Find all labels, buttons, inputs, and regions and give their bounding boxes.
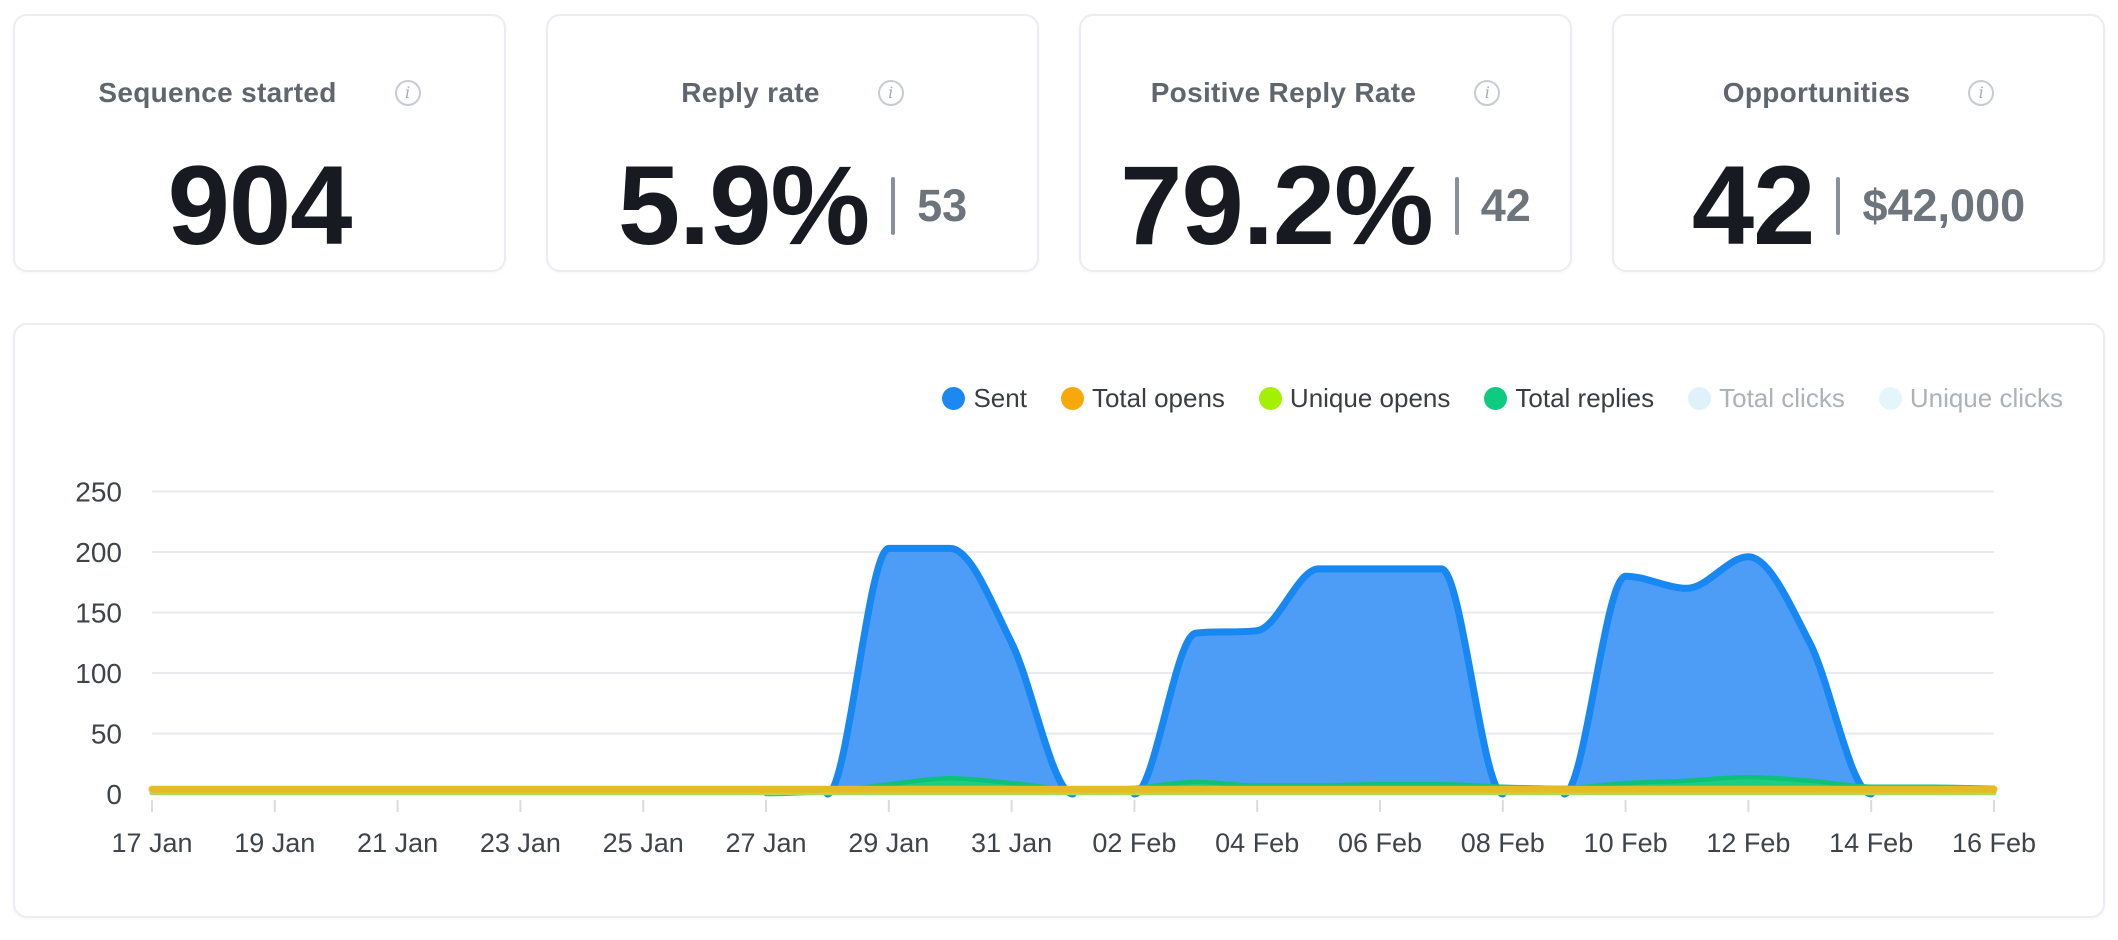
series-line-sent: [1130, 565, 1507, 798]
stat-card-values: 5.9% 53: [548, 150, 1037, 262]
legend-item-unique-opens[interactable]: Unique opens: [1258, 383, 1451, 414]
y-axis-label: 0: [106, 779, 122, 810]
x-axis-label: 27 Jan: [725, 828, 806, 858]
value-separator: [1836, 177, 1841, 235]
legend-item-sent[interactable]: Sent: [942, 383, 1027, 414]
info-icon[interactable]: i: [394, 80, 421, 106]
legend-dot: [942, 387, 966, 410]
legend-item-unique-clicks[interactable]: Unique clicks: [1878, 383, 2063, 414]
stat-secondary-value: 53: [917, 180, 968, 231]
stat-secondary-value: 42: [1480, 180, 1531, 231]
stat-card-opportunities: Opportunities i 42 $42,000: [1612, 14, 2105, 272]
info-icon[interactable]: i: [877, 80, 904, 106]
legend-label: Unique opens: [1289, 383, 1451, 413]
x-axis-label: 14 Feb: [1829, 828, 1913, 858]
stat-card-title: Sequence started: [98, 77, 337, 108]
x-axis-label: 16 Feb: [1952, 828, 2036, 858]
stat-card-title: Positive Reply Rate: [1150, 77, 1417, 108]
x-axis-label: 02 Feb: [1092, 828, 1176, 858]
series-line-total-replies: [763, 774, 1997, 797]
stat-secondary-value: $42,000: [1862, 180, 2026, 231]
y-axis-label: 100: [75, 658, 122, 689]
x-axis-label: 10 Feb: [1584, 828, 1668, 858]
legend-label: Total replies: [1515, 383, 1655, 413]
stats-row: Sequence started i 904 Reply rate i 5.9%…: [0, 0, 2118, 272]
stat-card-header: Sequence started i: [15, 76, 504, 110]
stat-card-values: 42 $42,000: [1614, 150, 2103, 262]
value-separator: [1454, 177, 1459, 235]
stat-card-header: Reply rate i: [548, 76, 1037, 110]
x-axis-label: 04 Feb: [1215, 828, 1299, 858]
y-axis-label: 200: [75, 537, 122, 568]
legend-label: Total clicks: [1719, 383, 1845, 413]
x-axis-label: 21 Jan: [357, 828, 438, 858]
stat-card-values: 79.2% 42: [1081, 150, 1570, 262]
stat-main-value: 79.2%: [1120, 143, 1434, 268]
legend-label: Unique clicks: [1909, 383, 2063, 413]
series-line-sent: [823, 544, 1077, 798]
x-axis-label: 25 Jan: [603, 828, 684, 858]
legend-label: Sent: [973, 383, 1027, 413]
x-axis-label: 19 Jan: [234, 828, 315, 858]
series-area-sent: [152, 548, 1994, 794]
info-icon[interactable]: i: [1968, 80, 1995, 106]
x-axis-label: 17 Jan: [111, 828, 192, 858]
y-axis-label: 50: [91, 719, 122, 750]
stat-card-sequence-started: Sequence started i 904: [13, 14, 506, 272]
stat-card-header: Opportunities i: [1614, 76, 2103, 110]
legend-item-total-replies[interactable]: Total replies: [1484, 383, 1654, 414]
legend-dot: [1878, 387, 1902, 410]
chart-card: Sent Total opens Unique opens Total replies…: [13, 323, 2105, 918]
x-axis-label: 06 Feb: [1338, 828, 1422, 858]
stat-card-positive-reply-rate: Positive Reply Rate i 79.2% 42: [1079, 14, 1572, 272]
x-axis-label: 29 Jan: [848, 828, 929, 858]
y-axis-label: 150: [75, 598, 122, 629]
x-axis-label: 23 Jan: [480, 828, 561, 858]
stat-card-title: Opportunities: [1722, 77, 1911, 108]
series-line-sent: [1560, 553, 1875, 798]
x-axis-label: 12 Feb: [1706, 828, 1790, 858]
stat-main-value: 904: [167, 143, 353, 268]
stat-main-value: 42: [1691, 143, 1816, 268]
area-chart[interactable]: 0 50 100 150 200 250 17 Jan 19 Jan 21 Jan 23 Jan 2…: [15, 455, 2107, 920]
x-axis-label: 08 Feb: [1461, 828, 1545, 858]
x-axis-label: 31 Jan: [971, 828, 1052, 858]
legend-dot: [1484, 387, 1508, 410]
stat-card-values: 904: [15, 150, 504, 262]
y-axis-label: 250: [75, 477, 122, 508]
value-separator: [891, 177, 896, 235]
info-icon[interactable]: i: [1474, 80, 1501, 106]
stat-card-reply-rate: Reply rate i 5.9% 53: [546, 14, 1039, 272]
legend-item-total-clicks[interactable]: Total clicks: [1688, 383, 1845, 414]
legend-item-total-opens[interactable]: Total opens: [1060, 383, 1225, 414]
legend-dot: [1688, 387, 1712, 410]
legend-dot: [1258, 387, 1282, 410]
legend-dot: [1060, 387, 1084, 410]
legend-label: Total opens: [1091, 383, 1225, 413]
stat-main-value: 5.9%: [617, 143, 870, 268]
stat-card-title: Reply rate: [681, 77, 820, 108]
chart-legend: Sent Total opens Unique opens Total replies…: [942, 383, 2063, 414]
stat-card-header: Positive Reply Rate i: [1081, 76, 1570, 110]
